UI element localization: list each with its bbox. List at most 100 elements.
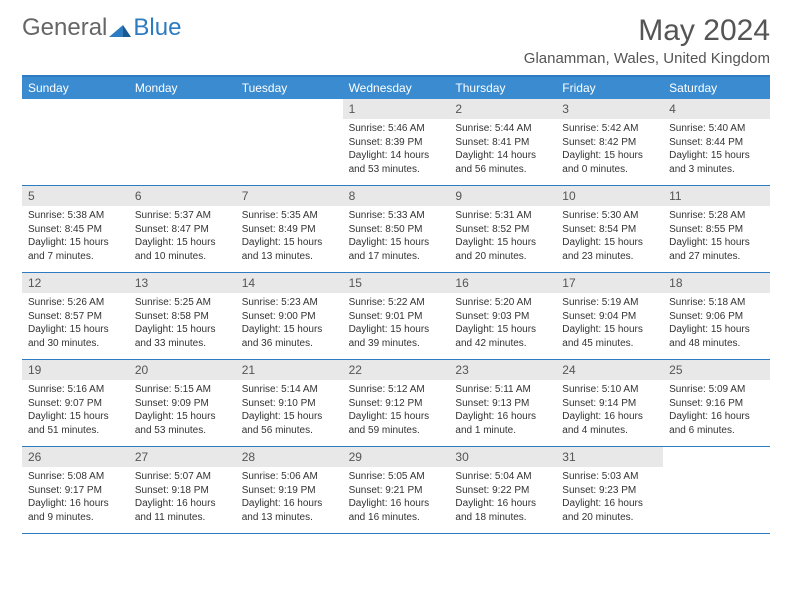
daylight: Daylight: 15 hours and 17 minutes. [349, 236, 444, 263]
day-info: Sunrise: 5:28 AMSunset: 8:55 PMDaylight:… [663, 206, 770, 267]
daylight: Daylight: 14 hours and 56 minutes. [455, 149, 550, 176]
sunrise: Sunrise: 5:16 AM [28, 383, 123, 397]
sunset: Sunset: 8:44 PM [669, 136, 764, 150]
day-number: 11 [663, 186, 770, 206]
day-info: Sunrise: 5:18 AMSunset: 9:06 PMDaylight:… [663, 293, 770, 354]
sunrise: Sunrise: 5:08 AM [28, 470, 123, 484]
day-info: Sunrise: 5:11 AMSunset: 9:13 PMDaylight:… [449, 380, 556, 441]
day-info: Sunrise: 5:37 AMSunset: 8:47 PMDaylight:… [129, 206, 236, 267]
sunset: Sunset: 8:49 PM [242, 223, 337, 237]
day-info: Sunrise: 5:25 AMSunset: 8:58 PMDaylight:… [129, 293, 236, 354]
day-cell: 30Sunrise: 5:04 AMSunset: 9:22 PMDayligh… [449, 447, 556, 533]
day-cell [236, 99, 343, 185]
day-cell: 25Sunrise: 5:09 AMSunset: 9:16 PMDayligh… [663, 360, 770, 446]
sunset: Sunset: 9:07 PM [28, 397, 123, 411]
day-number: 20 [129, 360, 236, 380]
daylight: Daylight: 15 hours and 53 minutes. [135, 410, 230, 437]
day-info: Sunrise: 5:05 AMSunset: 9:21 PMDaylight:… [343, 467, 450, 528]
daylight: Daylight: 15 hours and 39 minutes. [349, 323, 444, 350]
week-row: 19Sunrise: 5:16 AMSunset: 9:07 PMDayligh… [22, 360, 770, 447]
day-number: 3 [556, 99, 663, 119]
day-number: 13 [129, 273, 236, 293]
sunset: Sunset: 8:52 PM [455, 223, 550, 237]
daylight: Daylight: 14 hours and 53 minutes. [349, 149, 444, 176]
day-number: 5 [22, 186, 129, 206]
sunrise: Sunrise: 5:46 AM [349, 122, 444, 136]
sunset: Sunset: 8:55 PM [669, 223, 764, 237]
daylight: Daylight: 15 hours and 20 minutes. [455, 236, 550, 263]
day-cell: 4Sunrise: 5:40 AMSunset: 8:44 PMDaylight… [663, 99, 770, 185]
title-block: May 2024 Glanamman, Wales, United Kingdo… [524, 14, 770, 67]
sunset: Sunset: 9:10 PM [242, 397, 337, 411]
day-number: 6 [129, 186, 236, 206]
day-info: Sunrise: 5:42 AMSunset: 8:42 PMDaylight:… [556, 119, 663, 180]
sunset: Sunset: 9:13 PM [455, 397, 550, 411]
logo-arrow-icon [109, 19, 131, 37]
day-info: Sunrise: 5:26 AMSunset: 8:57 PMDaylight:… [22, 293, 129, 354]
week-row: 5Sunrise: 5:38 AMSunset: 8:45 PMDaylight… [22, 186, 770, 273]
daylight: Daylight: 15 hours and 27 minutes. [669, 236, 764, 263]
daylight: Daylight: 16 hours and 20 minutes. [562, 497, 657, 524]
day-cell: 20Sunrise: 5:15 AMSunset: 9:09 PMDayligh… [129, 360, 236, 446]
day-info: Sunrise: 5:12 AMSunset: 9:12 PMDaylight:… [343, 380, 450, 441]
daylight: Daylight: 15 hours and 51 minutes. [28, 410, 123, 437]
calendar: SundayMondayTuesdayWednesdayThursdayFrid… [22, 75, 770, 534]
day-number: 16 [449, 273, 556, 293]
sunrise: Sunrise: 5:10 AM [562, 383, 657, 397]
day-number: 29 [343, 447, 450, 467]
daylight: Daylight: 15 hours and 0 minutes. [562, 149, 657, 176]
day-info: Sunrise: 5:09 AMSunset: 9:16 PMDaylight:… [663, 380, 770, 441]
day-cell: 9Sunrise: 5:31 AMSunset: 8:52 PMDaylight… [449, 186, 556, 272]
day-cell: 24Sunrise: 5:10 AMSunset: 9:14 PMDayligh… [556, 360, 663, 446]
sunrise: Sunrise: 5:23 AM [242, 296, 337, 310]
day-info: Sunrise: 5:04 AMSunset: 9:22 PMDaylight:… [449, 467, 556, 528]
day-number: 9 [449, 186, 556, 206]
day-cell: 26Sunrise: 5:08 AMSunset: 9:17 PMDayligh… [22, 447, 129, 533]
day-number: 7 [236, 186, 343, 206]
day-cell: 18Sunrise: 5:18 AMSunset: 9:06 PMDayligh… [663, 273, 770, 359]
sunrise: Sunrise: 5:38 AM [28, 209, 123, 223]
day-cell: 13Sunrise: 5:25 AMSunset: 8:58 PMDayligh… [129, 273, 236, 359]
sunrise: Sunrise: 5:31 AM [455, 209, 550, 223]
daylight: Daylight: 15 hours and 48 minutes. [669, 323, 764, 350]
sunrise: Sunrise: 5:03 AM [562, 470, 657, 484]
weekday-header: SundayMondayTuesdayWednesdayThursdayFrid… [22, 77, 770, 99]
day-number: 2 [449, 99, 556, 119]
sunrise: Sunrise: 5:14 AM [242, 383, 337, 397]
daylight: Daylight: 16 hours and 11 minutes. [135, 497, 230, 524]
sunset: Sunset: 9:03 PM [455, 310, 550, 324]
weekday-label: Sunday [22, 77, 129, 99]
sunrise: Sunrise: 5:07 AM [135, 470, 230, 484]
day-number: 1 [343, 99, 450, 119]
day-cell [663, 447, 770, 533]
day-info: Sunrise: 5:31 AMSunset: 8:52 PMDaylight:… [449, 206, 556, 267]
day-cell: 10Sunrise: 5:30 AMSunset: 8:54 PMDayligh… [556, 186, 663, 272]
day-cell: 6Sunrise: 5:37 AMSunset: 8:47 PMDaylight… [129, 186, 236, 272]
day-number: 28 [236, 447, 343, 467]
day-number: 21 [236, 360, 343, 380]
daylight: Daylight: 15 hours and 33 minutes. [135, 323, 230, 350]
day-cell: 29Sunrise: 5:05 AMSunset: 9:21 PMDayligh… [343, 447, 450, 533]
sunrise: Sunrise: 5:09 AM [669, 383, 764, 397]
day-info: Sunrise: 5:10 AMSunset: 9:14 PMDaylight:… [556, 380, 663, 441]
day-info: Sunrise: 5:07 AMSunset: 9:18 PMDaylight:… [129, 467, 236, 528]
sunset: Sunset: 9:12 PM [349, 397, 444, 411]
day-number: 8 [343, 186, 450, 206]
sunrise: Sunrise: 5:35 AM [242, 209, 337, 223]
sunrise: Sunrise: 5:06 AM [242, 470, 337, 484]
day-info: Sunrise: 5:35 AMSunset: 8:49 PMDaylight:… [236, 206, 343, 267]
day-info: Sunrise: 5:06 AMSunset: 9:19 PMDaylight:… [236, 467, 343, 528]
sunset: Sunset: 8:54 PM [562, 223, 657, 237]
sunset: Sunset: 9:09 PM [135, 397, 230, 411]
week-row: 1Sunrise: 5:46 AMSunset: 8:39 PMDaylight… [22, 99, 770, 186]
sunrise: Sunrise: 5:19 AM [562, 296, 657, 310]
day-number: 24 [556, 360, 663, 380]
daylight: Daylight: 16 hours and 9 minutes. [28, 497, 123, 524]
logo-text-1: General [22, 14, 107, 42]
day-info: Sunrise: 5:30 AMSunset: 8:54 PMDaylight:… [556, 206, 663, 267]
day-number: 12 [22, 273, 129, 293]
day-cell: 17Sunrise: 5:19 AMSunset: 9:04 PMDayligh… [556, 273, 663, 359]
daylight: Daylight: 15 hours and 56 minutes. [242, 410, 337, 437]
sunrise: Sunrise: 5:28 AM [669, 209, 764, 223]
logo-text-2: Blue [133, 14, 181, 42]
